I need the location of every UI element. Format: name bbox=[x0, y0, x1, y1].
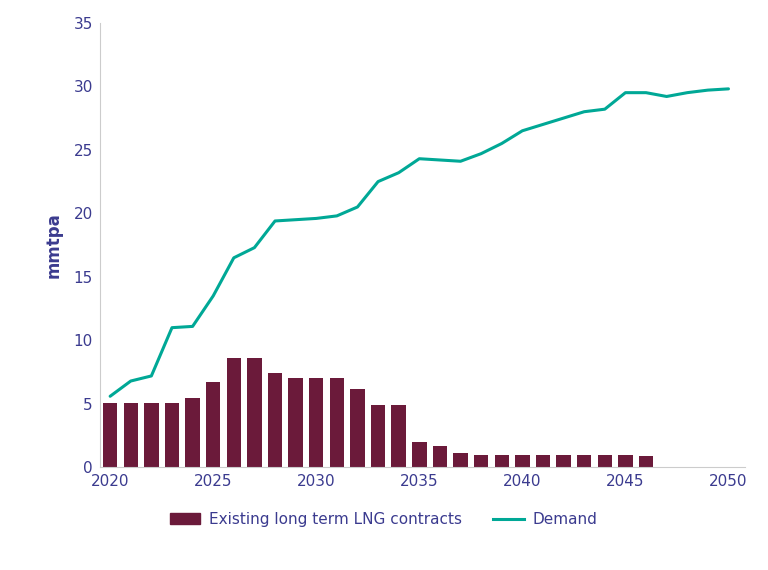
Bar bbox=[124, 402, 138, 467]
Bar bbox=[432, 446, 447, 467]
Bar bbox=[474, 455, 488, 467]
Bar bbox=[185, 397, 200, 467]
Bar bbox=[289, 378, 303, 467]
Bar bbox=[412, 442, 426, 467]
Bar bbox=[329, 378, 344, 467]
Bar bbox=[453, 453, 468, 467]
Legend: Existing long term LNG contracts, Demand: Existing long term LNG contracts, Demand bbox=[164, 506, 604, 533]
Bar bbox=[268, 373, 283, 467]
Y-axis label: mmtpa: mmtpa bbox=[45, 212, 62, 278]
Bar bbox=[247, 358, 262, 467]
Bar bbox=[536, 455, 550, 467]
Bar bbox=[639, 456, 654, 467]
Bar bbox=[103, 402, 118, 467]
Bar bbox=[144, 402, 158, 467]
Bar bbox=[392, 405, 406, 467]
Bar bbox=[495, 455, 509, 467]
Bar bbox=[309, 378, 323, 467]
Bar bbox=[556, 455, 571, 467]
Bar bbox=[227, 358, 241, 467]
Bar bbox=[515, 455, 530, 467]
Bar bbox=[371, 405, 386, 467]
Bar bbox=[165, 402, 179, 467]
Bar bbox=[598, 455, 612, 467]
Bar bbox=[206, 382, 220, 467]
Bar bbox=[350, 389, 365, 467]
Bar bbox=[618, 455, 633, 467]
Bar bbox=[577, 455, 591, 467]
